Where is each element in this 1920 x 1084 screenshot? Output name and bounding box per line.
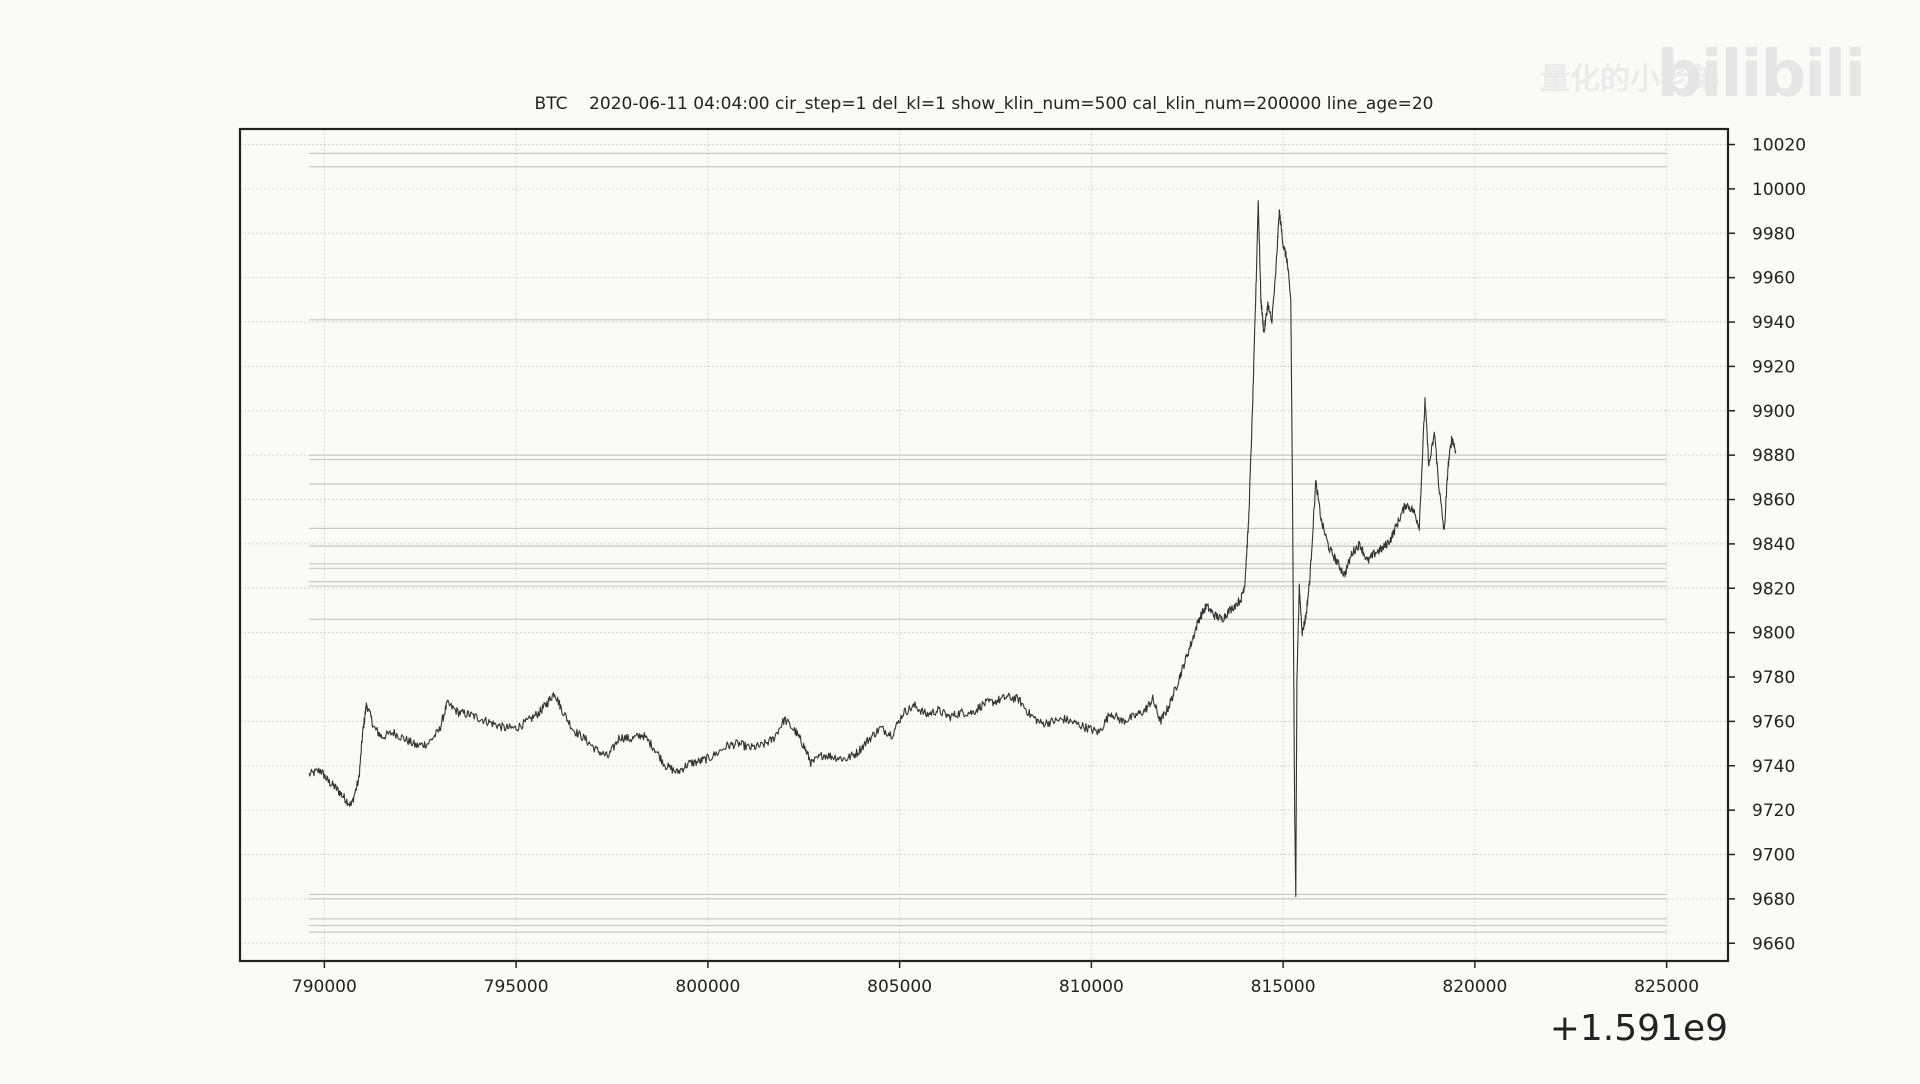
x-tick-label: 810000 bbox=[1059, 977, 1124, 997]
chart-title: BTC 2020-06-11 04:04:00 cir_step=1 del_k… bbox=[535, 94, 1434, 114]
y-tick-label: 9760 bbox=[1752, 712, 1795, 732]
y-tick-label: 9860 bbox=[1752, 491, 1795, 511]
x-tick-label: 800000 bbox=[675, 977, 740, 997]
y-tick-label: 9940 bbox=[1752, 313, 1795, 333]
levels-layer bbox=[309, 152, 1667, 933]
x-tick-label: 795000 bbox=[484, 977, 549, 997]
y-tick-label: 9920 bbox=[1752, 357, 1795, 377]
price-line bbox=[308, 200, 1457, 898]
y-tick-label: 9820 bbox=[1752, 579, 1795, 599]
y-tick-label: 9960 bbox=[1752, 269, 1795, 289]
watermark-logo: bilibili bbox=[1656, 38, 1866, 112]
y-tick-label: 9980 bbox=[1752, 224, 1795, 244]
y-tick-label: 9900 bbox=[1752, 402, 1795, 422]
x-tick-label: 825000 bbox=[1634, 977, 1699, 997]
y-tick-label: 10020 bbox=[1752, 136, 1806, 156]
x-tick-label: 815000 bbox=[1251, 977, 1316, 997]
y-tick-label: 9740 bbox=[1752, 757, 1795, 777]
x-tick-label: 790000 bbox=[292, 977, 357, 997]
watermark-user: 量化的小老弟 bbox=[1540, 62, 1720, 97]
x-offset-label: +1.591e9 bbox=[1550, 1008, 1728, 1049]
grid-layer bbox=[240, 129, 1728, 961]
series-layer bbox=[308, 200, 1457, 898]
y-tick-label: 9660 bbox=[1752, 934, 1795, 954]
y-tick-label: 9840 bbox=[1752, 535, 1795, 555]
ticks-layer: 790000 795000 800000 805000 810000 815000 8200… bbox=[292, 136, 1806, 997]
y-tick-label: 9720 bbox=[1752, 801, 1795, 821]
plot-frame bbox=[238, 127, 1730, 963]
y-tick-label: 9700 bbox=[1752, 846, 1795, 866]
x-tick-label: 820000 bbox=[1442, 977, 1507, 997]
y-tick-label: 10000 bbox=[1752, 180, 1806, 200]
y-tick-label: 9880 bbox=[1752, 446, 1795, 466]
y-tick-label: 9800 bbox=[1752, 624, 1795, 644]
y-tick-label: 9780 bbox=[1752, 668, 1795, 688]
x-tick-label: 805000 bbox=[867, 977, 932, 997]
y-tick-label: 9680 bbox=[1752, 890, 1795, 910]
